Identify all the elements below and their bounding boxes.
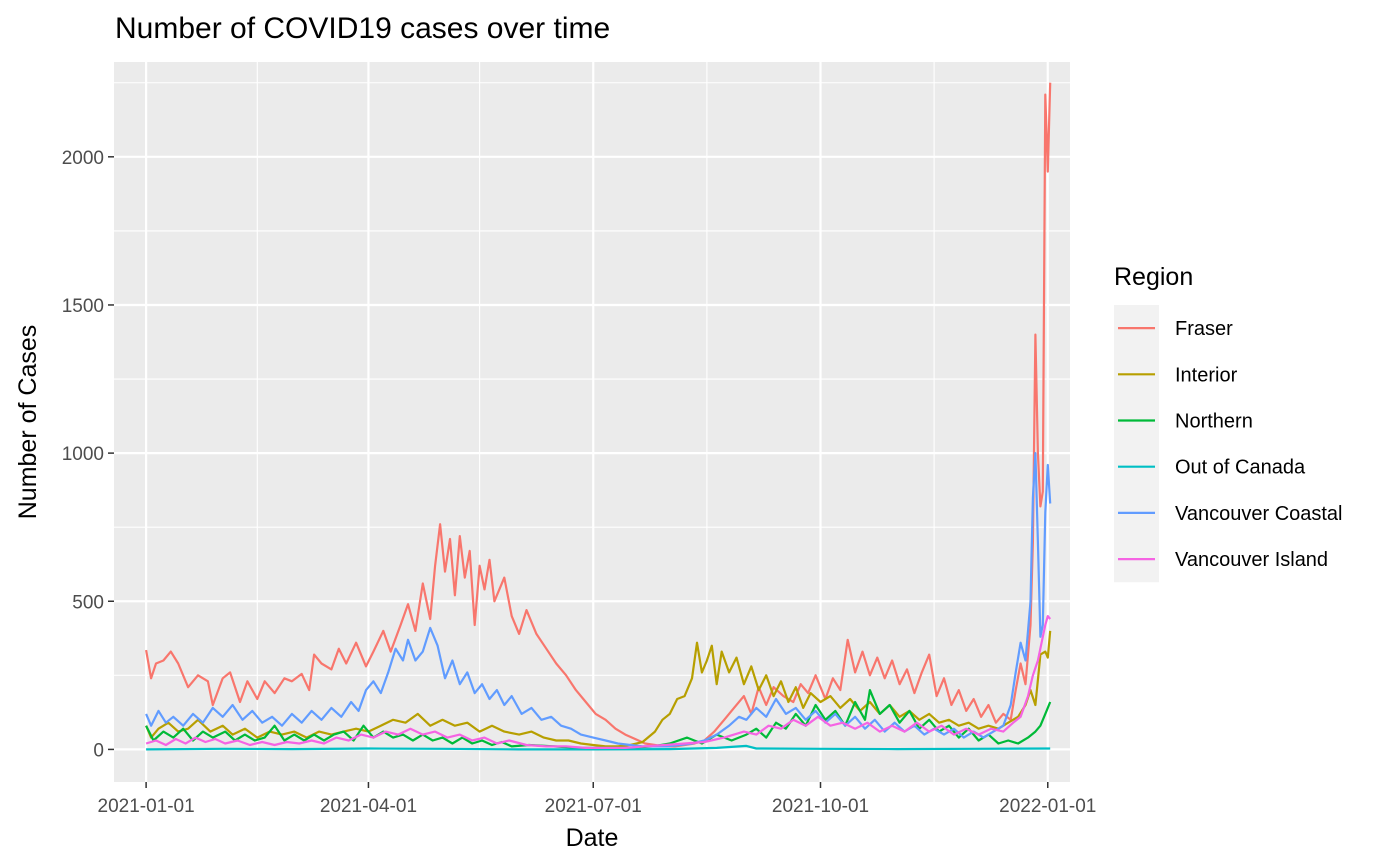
legend: Region Fraser Interior Northern Out of Cana…: [1114, 263, 1343, 583]
series-line-interior: [145, 630, 1052, 748]
x-axis-title: Date: [566, 824, 619, 852]
y-tick-label: 1500: [62, 296, 104, 317]
x-tick-label: 2021-07-01: [545, 796, 642, 817]
legend-label-out-of-canada: Out of Canada: [1175, 457, 1306, 479]
y-axis: 0 500 1000 1500 2000: [62, 148, 114, 761]
plot-panel: [114, 62, 1070, 782]
series-line-vancouver-coastal: [145, 452, 1052, 748]
legend-label-interior: Interior: [1175, 364, 1238, 386]
y-tick-label: 2000: [62, 148, 104, 169]
chart-title: Number of COVID19 cases over time: [115, 12, 610, 45]
legend-label-northern: Northern: [1175, 411, 1253, 433]
legend-title: Region: [1114, 263, 1193, 291]
y-tick-label: 1000: [62, 444, 104, 465]
legend-label-vancouver-island: Vancouver Island: [1175, 549, 1328, 571]
series-line-vancouver-island: [145, 614, 1052, 750]
minor-gridlines: [114, 62, 1070, 782]
y-axis-title: Number of Cases: [14, 325, 42, 520]
x-tick-label: 2021-04-01: [320, 796, 417, 817]
x-axis: 2021-01-01 2021-04-01 2021-07-01 2021-10-01…: [98, 782, 1096, 817]
legend-key-background: [1114, 305, 1159, 583]
legend-items: Fraser Interior Northern Out of Canada Vanco…: [1114, 305, 1343, 583]
x-tick-label: 2022-01-01: [999, 796, 1096, 817]
legend-label-vancouver-coastal: Vancouver Coastal: [1175, 503, 1343, 525]
x-tick-label: 2021-01-01: [98, 796, 195, 817]
y-tick-label: 0: [93, 740, 104, 761]
x-tick-label: 2021-10-01: [772, 796, 869, 817]
series-line-out-of-canada: [146, 744, 1051, 751]
series-line-fraser: [145, 82, 1052, 748]
y-tick-label: 500: [72, 592, 104, 613]
legend-label-fraser: Fraser: [1175, 318, 1233, 340]
series-lines: [145, 82, 1052, 751]
